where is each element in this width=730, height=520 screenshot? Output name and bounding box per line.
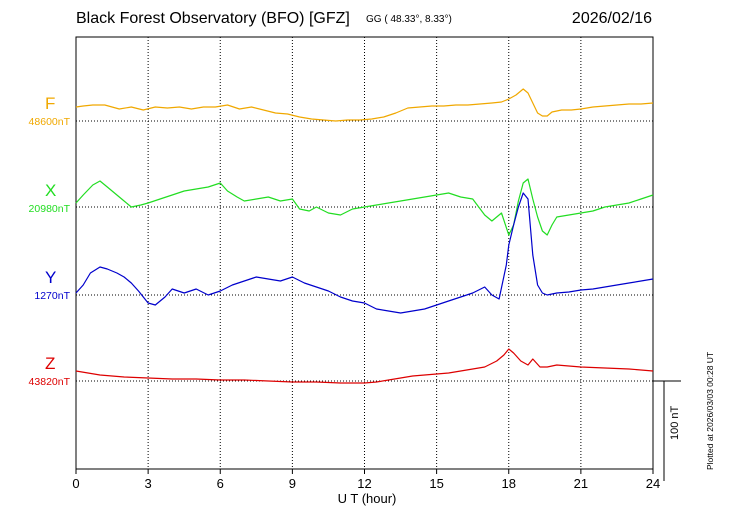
x-tick-label: 0 (72, 476, 79, 491)
baseline-value-y: 1270nT (34, 290, 70, 302)
x-tick-label: 3 (145, 476, 152, 491)
plotted-timestamp: Plotted at 2026/03/03 00:28 UT (705, 351, 715, 470)
channel-label-x: X (45, 181, 57, 200)
scale-bar-label: 100 nT (669, 405, 681, 440)
baseline-value-x: 20980nT (28, 203, 70, 215)
station-coordinates: GG ( 48.33°, 8.33°) (366, 14, 452, 25)
channel-label-y: Y (45, 268, 57, 287)
x-axis-label: U T (hour) (337, 491, 397, 506)
chart-date: 2026/02/16 (571, 10, 652, 27)
channel-label-z: Z (45, 354, 56, 373)
chart-title: Black Forest Observatory (BFO) [GFZ] (76, 10, 350, 27)
x-tick-label: 24 (646, 476, 660, 491)
x-tick-label: 9 (289, 476, 296, 491)
series-line-f (75, 88, 654, 122)
series-line-x (75, 178, 654, 236)
baseline-value-z: 43820nT (28, 376, 70, 388)
x-tick-label: 6 (217, 476, 224, 491)
x-tick-label: 21 (574, 476, 588, 491)
series-line-y (75, 192, 654, 314)
x-tick-label: 18 (502, 476, 516, 491)
baseline-value-f: 48600nT (28, 116, 70, 128)
plot-frame (75, 36, 654, 470)
x-tick-label: 12 (357, 476, 371, 491)
series-line-z (75, 348, 654, 384)
x-tick-label: 15 (429, 476, 443, 491)
channel-label-f: F (45, 94, 56, 113)
